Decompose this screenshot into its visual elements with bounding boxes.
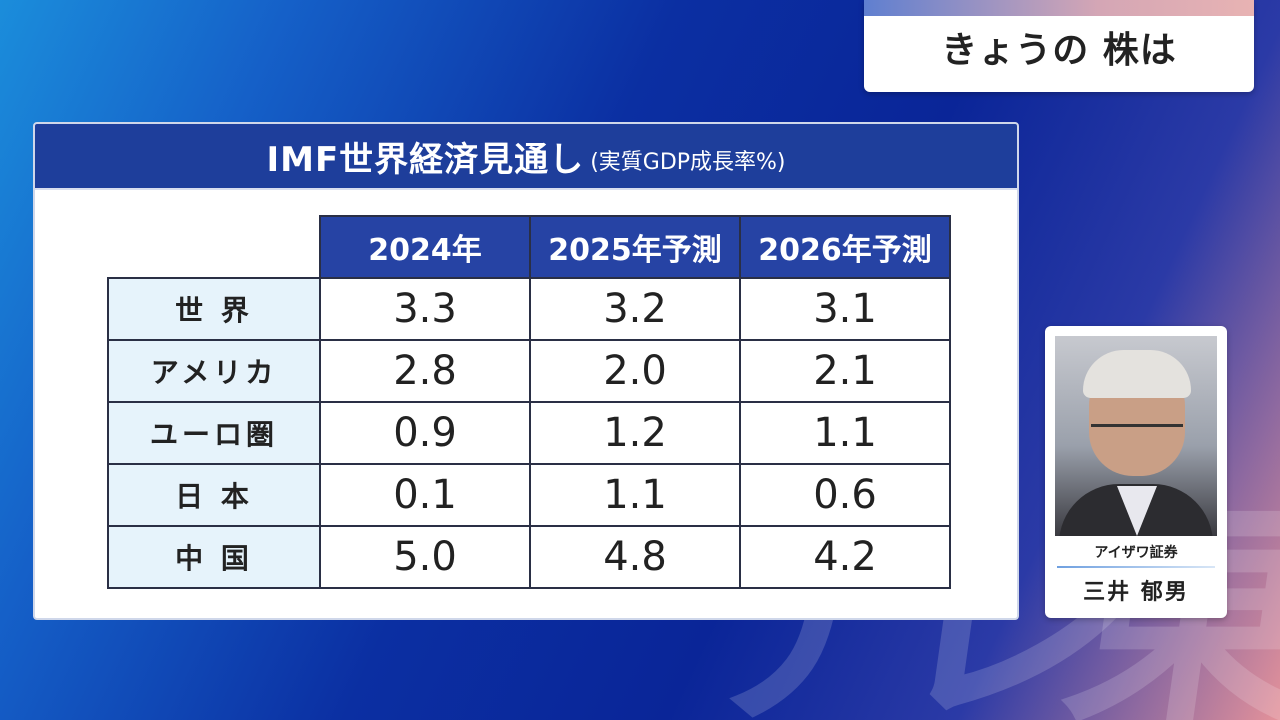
row-header: ユーロ圏 [107, 401, 321, 465]
table-cell: 3.1 [739, 277, 951, 341]
table-row: 世 界 3.3 3.2 3.1 [107, 277, 951, 341]
panel-header: IMF世界経済見通し (実質GDP成長率%) [35, 124, 1017, 190]
table-cell: 1.1 [529, 463, 741, 527]
table-cell: 0.9 [319, 401, 531, 465]
table-cell: 0.1 [319, 463, 531, 527]
table-cell: 4.2 [739, 525, 951, 589]
table-cell: 3.2 [529, 277, 741, 341]
topic-title: きょうの 株は [941, 30, 1177, 71]
forecast-panel: IMF世界経済見通し (実質GDP成長率%) 2024年 2025年予測 202… [33, 122, 1019, 620]
table-cell: 3.3 [319, 277, 531, 341]
column-header: 2025年予測 [529, 215, 741, 279]
table-row: ユーロ圏 0.9 1.2 1.1 [107, 401, 951, 465]
column-header: 2026年予測 [739, 215, 951, 279]
panel-title: IMF世界経済見通し [266, 139, 585, 180]
photo-hair-shape [1083, 350, 1191, 398]
guest-affiliation: アイザワ証券 [1094, 545, 1178, 561]
panel-subtitle: (実質GDP成長率%) [590, 150, 786, 175]
table-cell: 1.2 [529, 401, 741, 465]
table-cell: 2.8 [319, 339, 531, 403]
topic-banner: きょうの 株は [864, 0, 1254, 92]
row-header: アメリカ [107, 339, 321, 403]
table-cell: 5.0 [319, 525, 531, 589]
guest-card: アイザワ証券 三井 郁男 [1045, 326, 1227, 618]
table-cell: 0.6 [739, 463, 951, 527]
table-header-row: 2024年 2025年予測 2026年予測 [108, 215, 951, 279]
table-row: 中 国 5.0 4.8 4.2 [107, 525, 951, 589]
row-header: 中 国 [107, 525, 321, 589]
photo-glasses-shape [1091, 424, 1183, 447]
column-header: 2024年 [319, 215, 531, 279]
table-cell: 2.0 [529, 339, 741, 403]
table-corner [108, 216, 320, 278]
topic-stripe [864, 0, 1254, 16]
table-cell: 1.1 [739, 401, 951, 465]
table-row: 日 本 0.1 1.1 0.6 [107, 463, 951, 527]
guest-name: 三井 郁男 [1083, 580, 1189, 605]
table-cell: 2.1 [739, 339, 951, 403]
table-row: アメリカ 2.8 2.0 2.1 [107, 339, 951, 403]
row-header: 世 界 [107, 277, 321, 341]
guest-photo [1055, 336, 1217, 536]
row-header: 日 本 [107, 463, 321, 527]
table-cell: 4.8 [529, 525, 741, 589]
affiliation-divider [1057, 566, 1215, 568]
forecast-table: 2024年 2025年予測 2026年予測 世 界 3.3 3.2 3.1 アメ… [107, 215, 951, 589]
